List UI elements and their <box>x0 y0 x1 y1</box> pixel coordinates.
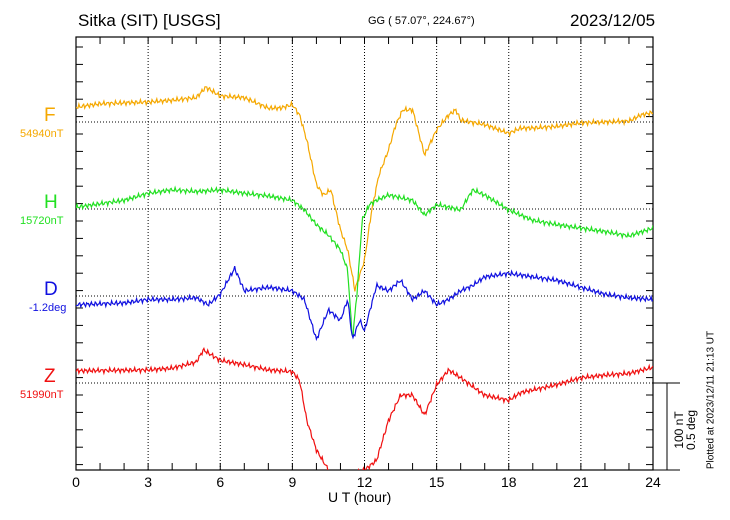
series-line-f <box>76 86 653 292</box>
x-axis-label: U T (hour) <box>328 489 392 505</box>
series-label-z: Z <box>44 366 56 387</box>
series-line-d <box>76 265 653 342</box>
series-label-d: D <box>44 279 58 300</box>
series-label-f: F <box>44 105 56 126</box>
x-tick-label: 18 <box>500 474 517 490</box>
station-title: Sitka (SIT) [USGS] <box>78 11 221 30</box>
x-tick-label: 24 <box>645 474 661 490</box>
baseline-f: 54940nT <box>20 128 64 140</box>
series-line-z <box>76 346 653 470</box>
x-tick-label: 0 <box>72 474 80 490</box>
x-tick-label: 15 <box>428 474 445 490</box>
coordinates: GG ( 57.07°, 224.67°) <box>368 15 475 27</box>
series-label-h: H <box>44 192 58 213</box>
series-line-h <box>76 185 653 338</box>
baseline-z: 51990nT <box>20 389 64 401</box>
baseline-d: -1.2deg <box>29 302 67 314</box>
date-label: 2023/12/05 <box>570 11 656 30</box>
x-tick-label: 9 <box>288 474 297 490</box>
x-tick-label: 3 <box>144 474 153 490</box>
x-tick-label: 6 <box>216 474 225 490</box>
baseline-h: 15720nT <box>20 215 64 227</box>
x-tick-label: 12 <box>356 474 373 490</box>
x-tick-label: 21 <box>573 474 589 490</box>
